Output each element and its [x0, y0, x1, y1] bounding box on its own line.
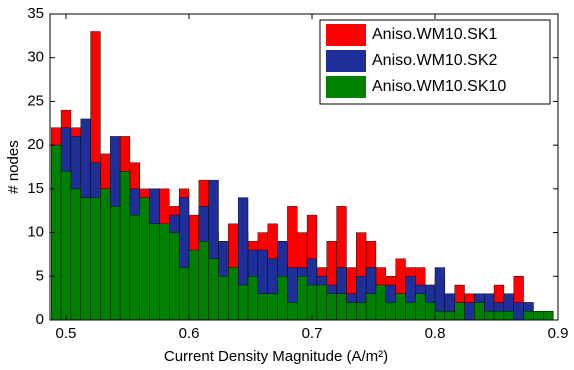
bar	[454, 302, 465, 321]
bar	[356, 302, 367, 321]
x-tick-label: 0.8	[425, 325, 446, 342]
bar	[444, 311, 455, 321]
plot-frame	[49, 13, 559, 321]
bar	[346, 302, 357, 321]
bar	[247, 276, 259, 321]
x-tick-label: 0.9	[548, 325, 569, 342]
bar	[375, 284, 386, 321]
y-tick-label: 20	[27, 136, 44, 153]
bar	[237, 284, 249, 321]
bar	[543, 311, 554, 321]
bar	[385, 302, 396, 321]
bar	[424, 302, 436, 321]
bar	[149, 223, 160, 321]
bar	[297, 276, 308, 321]
bar	[395, 293, 406, 321]
bar	[523, 311, 534, 321]
bar	[198, 241, 209, 321]
bar	[178, 267, 190, 321]
y-tick-label: 5	[36, 267, 44, 284]
bar	[267, 293, 278, 321]
bar	[100, 188, 111, 321]
bar	[306, 284, 318, 321]
bar	[208, 258, 219, 321]
bar	[464, 302, 475, 321]
x-axis-label: Current Density Magnitude (A/m²)	[164, 348, 388, 365]
bar	[493, 311, 505, 321]
bar	[277, 276, 288, 321]
bar	[474, 302, 485, 321]
bar	[503, 311, 514, 321]
bar	[80, 197, 91, 321]
y-tick-label: 25	[27, 92, 44, 109]
bar	[228, 267, 239, 321]
bar	[70, 188, 81, 321]
bar	[434, 311, 446, 321]
bar	[119, 171, 131, 321]
bar	[169, 232, 180, 321]
y-tick-label: 30	[27, 49, 44, 66]
bar	[483, 311, 495, 321]
bar	[326, 293, 337, 321]
bar	[110, 206, 121, 321]
legend-label: Aniso.WM10.SK2	[372, 52, 497, 69]
bar	[405, 302, 416, 321]
bar	[159, 223, 170, 321]
bar	[415, 293, 426, 321]
y-axis-label: # nodes	[5, 140, 22, 193]
y-tick-label: 35	[27, 5, 44, 22]
bar	[513, 302, 524, 321]
x-tick-label: 0.5	[56, 325, 77, 342]
bar	[218, 276, 229, 321]
bar	[90, 197, 101, 321]
legend-label: Aniso.WM10.SK10	[372, 78, 506, 95]
y-tick-label: 0	[36, 311, 44, 328]
legend-swatch	[326, 24, 366, 46]
bar	[316, 284, 327, 321]
bar	[60, 171, 72, 321]
y-tick-label: 15	[27, 180, 44, 197]
bar	[365, 293, 377, 321]
legend-swatch	[326, 50, 366, 72]
bar	[287, 302, 298, 321]
x-tick-label: 0.7	[302, 325, 323, 342]
bar	[188, 249, 200, 321]
bar	[139, 197, 150, 321]
legend-swatch	[326, 76, 366, 98]
bar	[257, 293, 268, 321]
x-tick-label: 0.6	[179, 325, 200, 342]
legend: Aniso.WM10.SK1 Aniso.WM10.SK2 Aniso.WM10.S…	[319, 19, 551, 105]
y-tick-label: 10	[27, 224, 44, 241]
legend-label: Aniso.WM10.SK1	[372, 26, 497, 43]
bar	[533, 311, 544, 321]
bar	[129, 214, 140, 321]
bar	[336, 293, 347, 321]
